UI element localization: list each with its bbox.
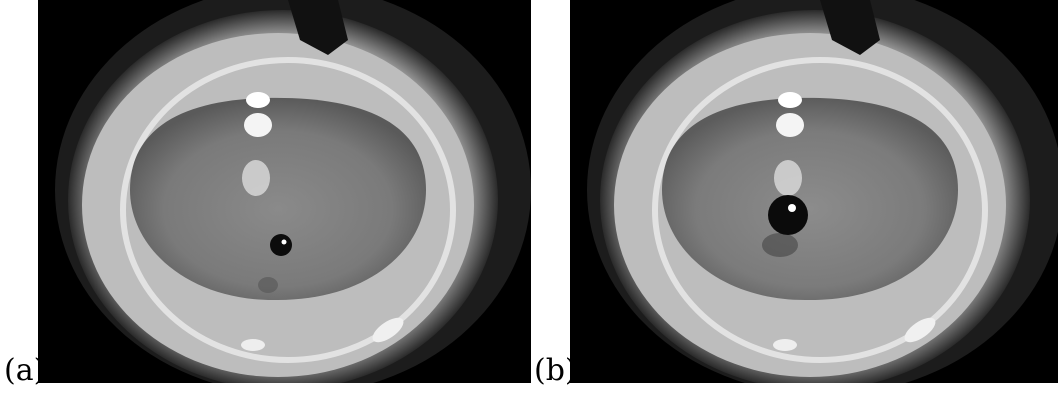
panel-b-label: (b) <box>534 353 577 388</box>
petri-dish-photo-a <box>38 0 531 383</box>
petri-dish-photo-b <box>570 0 1058 383</box>
